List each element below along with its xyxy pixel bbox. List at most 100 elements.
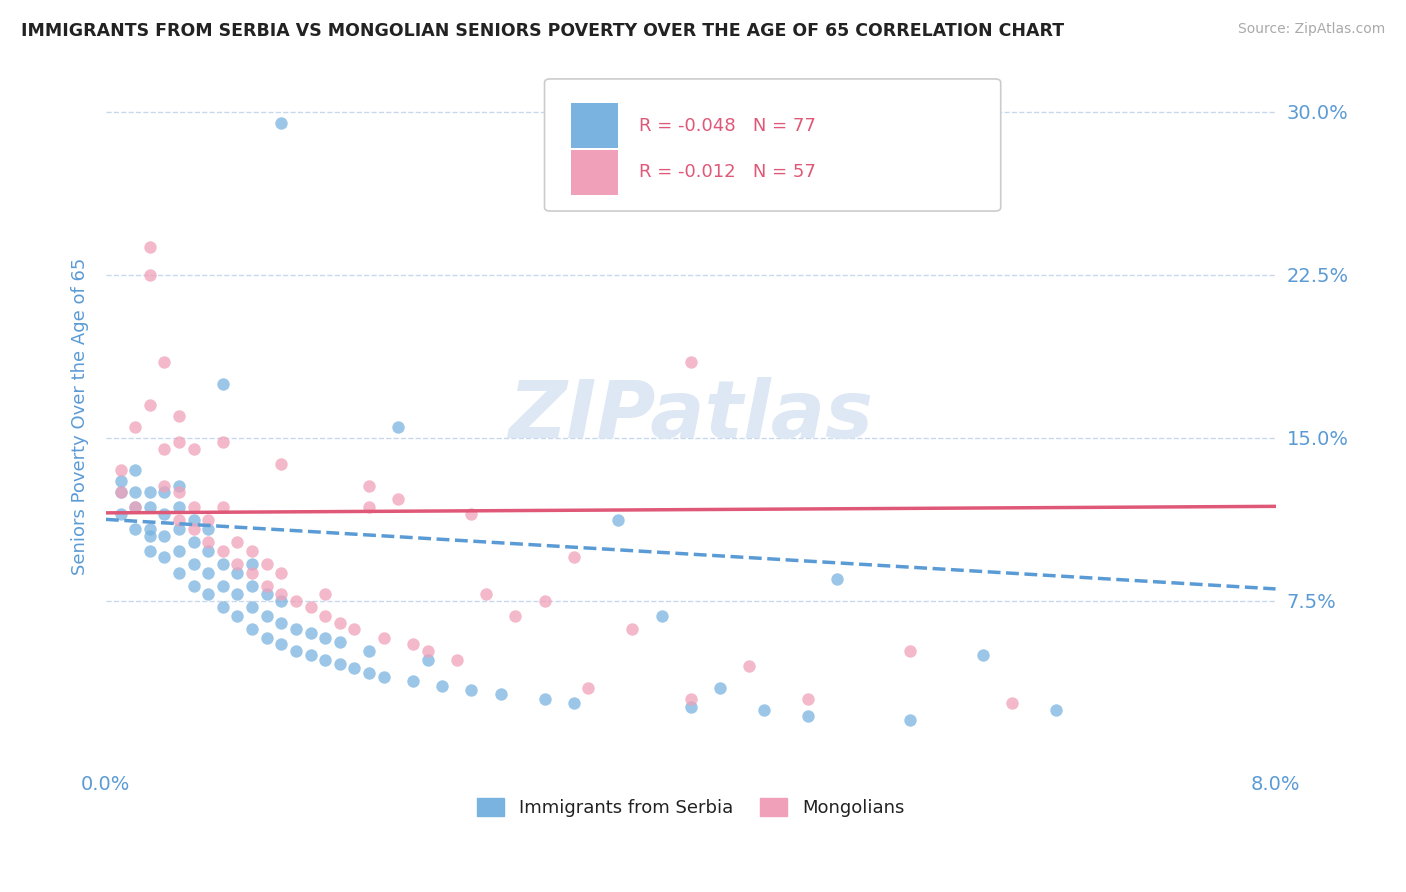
Point	[197, 566, 219, 580]
Point	[183, 535, 205, 549]
Point	[139, 500, 162, 515]
Point	[124, 420, 146, 434]
Point	[197, 535, 219, 549]
Point	[738, 659, 761, 673]
Point	[1045, 702, 1067, 716]
Point	[285, 622, 308, 636]
Point	[153, 507, 176, 521]
Point	[825, 572, 848, 586]
Point	[183, 500, 205, 515]
Point	[270, 457, 292, 471]
Point	[240, 600, 263, 615]
Point	[679, 355, 702, 369]
Point	[183, 579, 205, 593]
Point	[796, 691, 818, 706]
Point	[256, 557, 278, 571]
Point	[240, 579, 263, 593]
Point	[197, 513, 219, 527]
Point	[226, 566, 249, 580]
Point	[226, 587, 249, 601]
Point	[183, 513, 205, 527]
Point	[153, 442, 176, 456]
Point	[621, 622, 644, 636]
Point	[752, 702, 775, 716]
FancyBboxPatch shape	[544, 79, 1001, 211]
Point	[167, 566, 190, 580]
Point	[167, 522, 190, 536]
Point	[139, 398, 162, 412]
Point	[387, 420, 409, 434]
Point	[139, 268, 162, 282]
Point	[373, 631, 395, 645]
Point	[226, 557, 249, 571]
Point	[489, 687, 512, 701]
Point	[359, 479, 381, 493]
Point	[460, 682, 482, 697]
Y-axis label: Seniors Poverty Over the Age of 65: Seniors Poverty Over the Age of 65	[72, 258, 89, 574]
Point	[110, 507, 132, 521]
Point	[226, 609, 249, 624]
Point	[183, 557, 205, 571]
Point	[124, 500, 146, 515]
Point	[153, 529, 176, 543]
Point	[167, 479, 190, 493]
Point	[270, 615, 292, 630]
Point	[197, 587, 219, 601]
Text: R = -0.048   N = 77: R = -0.048 N = 77	[640, 117, 815, 135]
Point	[972, 648, 994, 663]
Point	[197, 544, 219, 558]
Point	[343, 622, 366, 636]
Point	[110, 485, 132, 500]
Point	[314, 587, 336, 601]
Text: Source: ZipAtlas.com: Source: ZipAtlas.com	[1237, 22, 1385, 37]
Point	[212, 435, 235, 450]
Point	[329, 635, 352, 649]
Point	[314, 652, 336, 666]
Point	[299, 626, 322, 640]
Point	[212, 600, 235, 615]
Point	[256, 579, 278, 593]
Point	[387, 491, 409, 506]
Point	[240, 544, 263, 558]
Point	[285, 594, 308, 608]
Point	[562, 696, 585, 710]
Point	[167, 544, 190, 558]
Point	[270, 594, 292, 608]
Point	[402, 637, 425, 651]
Point	[212, 500, 235, 515]
Point	[533, 594, 555, 608]
Point	[359, 500, 381, 515]
Point	[197, 522, 219, 536]
Point	[314, 609, 336, 624]
Point	[212, 376, 235, 391]
Point	[270, 637, 292, 651]
Point	[898, 644, 921, 658]
Point	[183, 522, 205, 536]
Point	[153, 485, 176, 500]
Point	[402, 674, 425, 689]
Point	[240, 566, 263, 580]
Point	[240, 622, 263, 636]
Point	[139, 529, 162, 543]
Point	[256, 609, 278, 624]
Point	[329, 657, 352, 671]
Point	[212, 579, 235, 593]
Point	[110, 463, 132, 477]
Point	[679, 700, 702, 714]
Point	[167, 409, 190, 424]
Point	[329, 615, 352, 630]
Point	[139, 240, 162, 254]
Point	[270, 116, 292, 130]
Point	[139, 485, 162, 500]
Point	[446, 652, 468, 666]
Point	[226, 535, 249, 549]
Point	[576, 681, 599, 695]
Point	[359, 665, 381, 680]
Point	[416, 644, 439, 658]
Point	[270, 587, 292, 601]
Point	[373, 670, 395, 684]
Point	[270, 566, 292, 580]
Point	[167, 513, 190, 527]
Point	[285, 644, 308, 658]
Point	[139, 522, 162, 536]
